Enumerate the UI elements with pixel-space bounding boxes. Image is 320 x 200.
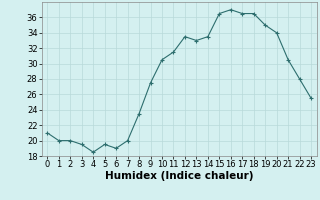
X-axis label: Humidex (Indice chaleur): Humidex (Indice chaleur) [105, 171, 253, 181]
